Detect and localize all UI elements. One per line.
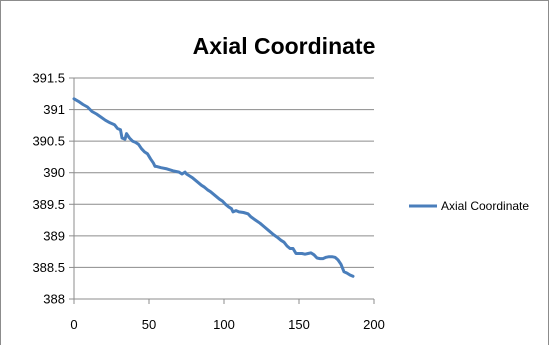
legend: Axial Coordinate bbox=[409, 199, 529, 213]
y-tick-label: 391 bbox=[43, 102, 65, 117]
x-tick-label: 50 bbox=[142, 317, 156, 332]
y-tick-label: 388 bbox=[43, 292, 65, 307]
x-tick-label: 0 bbox=[70, 317, 77, 332]
axes bbox=[69, 77, 375, 304]
x-tick-label: 100 bbox=[213, 317, 235, 332]
y-tick-label: 390.5 bbox=[32, 134, 65, 149]
tick-labels: 388 388.5 389 389.5 390 390.5 391 391.5 0 50 100 15… bbox=[32, 71, 384, 333]
y-tick-label: 388.5 bbox=[32, 260, 65, 275]
x-tick-label: 150 bbox=[288, 317, 310, 332]
series-lines bbox=[72, 97, 355, 278]
legend-label: Axial Coordinate bbox=[441, 199, 529, 213]
y-tick-label: 389.5 bbox=[32, 197, 65, 212]
gridlines bbox=[74, 77, 374, 268]
y-tick-label: 390 bbox=[43, 165, 65, 180]
chart-title: Axial Coordinate bbox=[193, 33, 376, 59]
y-tick-label: 391.5 bbox=[32, 71, 65, 86]
series-line bbox=[72, 97, 355, 278]
y-tick-label: 389 bbox=[43, 228, 65, 243]
x-tick-label: 200 bbox=[363, 317, 385, 332]
